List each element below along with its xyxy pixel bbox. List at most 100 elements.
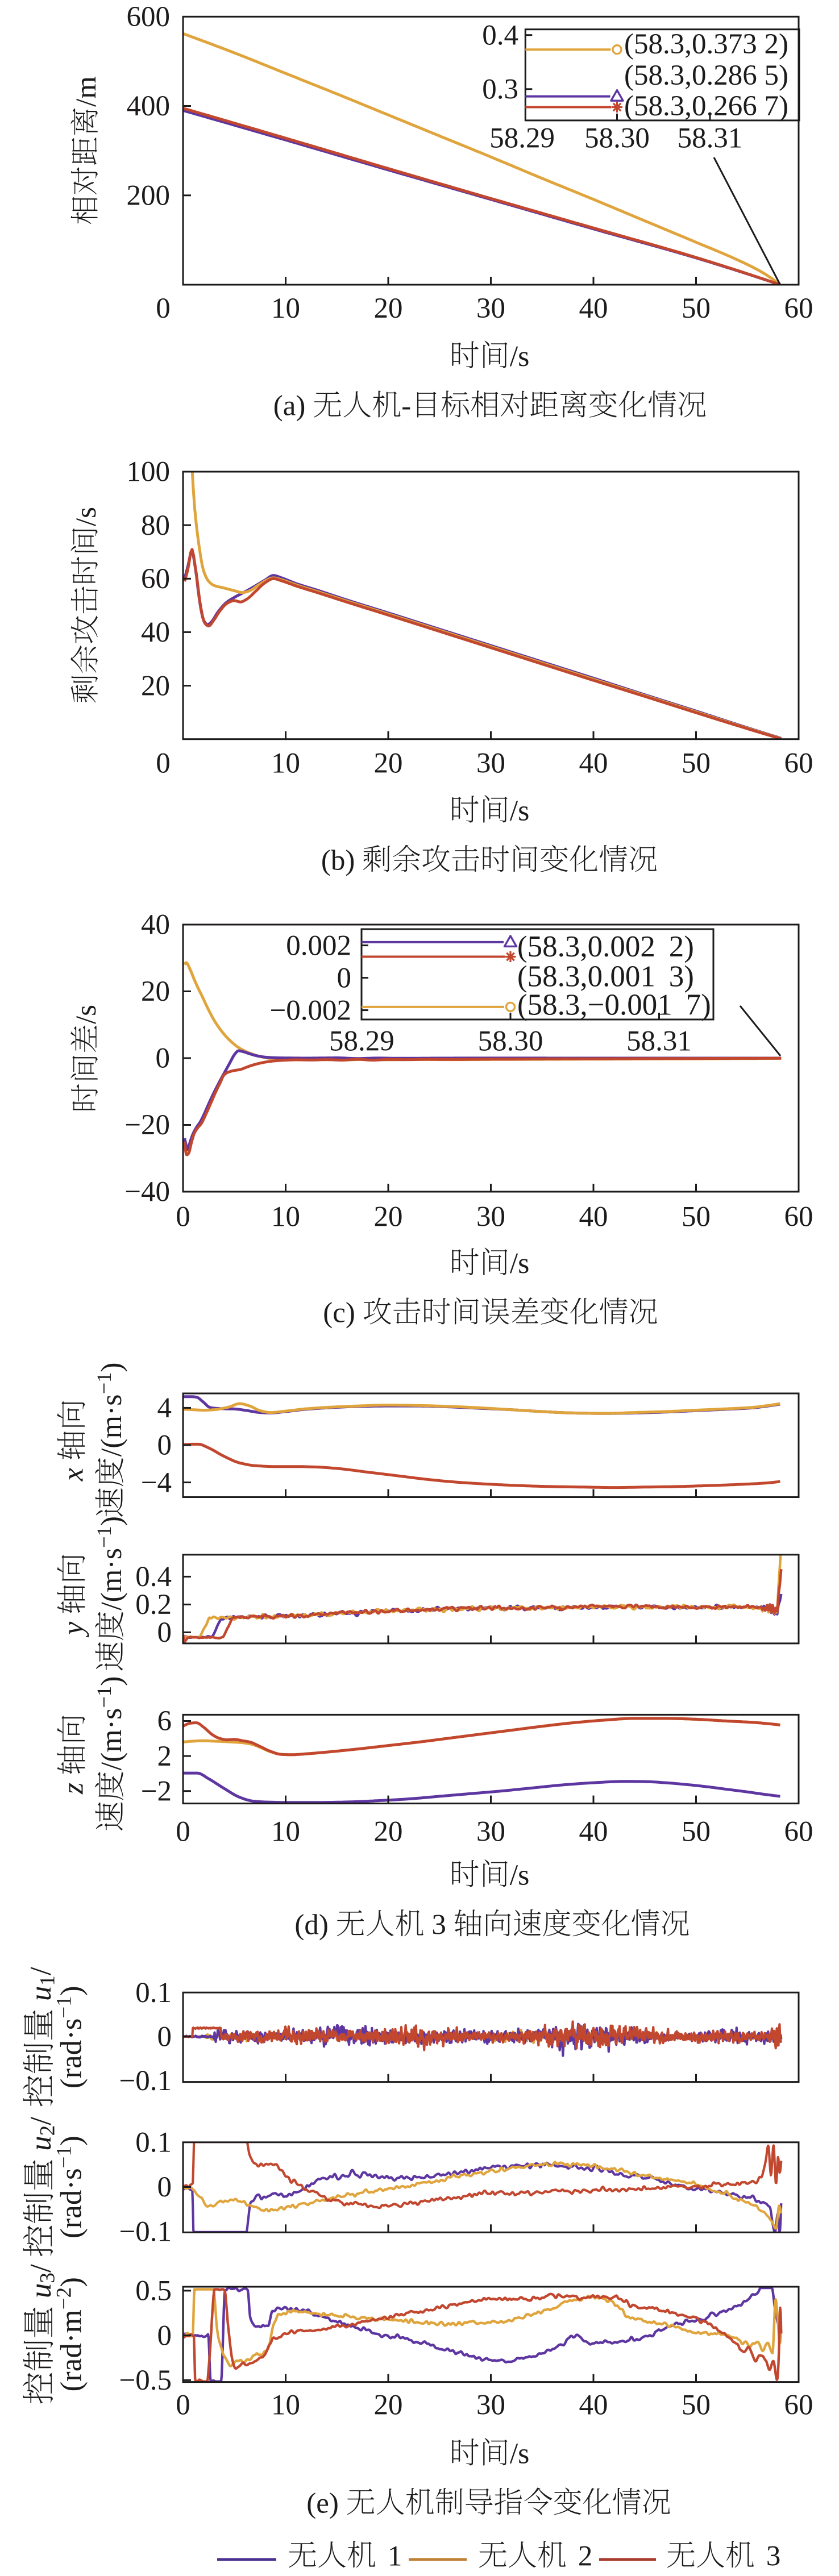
svg-text:40: 40 bbox=[579, 748, 608, 780]
svg-text:0: 0 bbox=[176, 2390, 190, 2421]
svg-text:/s: /s bbox=[510, 340, 530, 373]
svg-text:(d): (d) bbox=[294, 1909, 328, 1941]
svg-text:3: 3 bbox=[36, 2273, 59, 2283]
svg-text:/s: /s bbox=[510, 2438, 530, 2470]
svg-text:−20: −20 bbox=[124, 1109, 170, 1141]
svg-text:0: 0 bbox=[157, 2320, 172, 2352]
svg-text:−0.002: −0.002 bbox=[270, 994, 352, 1026]
svg-text:0.002: 0.002 bbox=[286, 930, 351, 962]
svg-text:40: 40 bbox=[579, 1816, 608, 1848]
svg-text:0: 0 bbox=[156, 748, 171, 780]
svg-text:58.31: 58.31 bbox=[626, 1026, 692, 1058]
svg-text:600: 600 bbox=[127, 1, 171, 33]
svg-text:u: u bbox=[24, 1986, 57, 2001]
svg-text:0: 0 bbox=[157, 2171, 172, 2203]
svg-text:2: 2 bbox=[578, 2540, 593, 2572]
svg-text:-: - bbox=[401, 390, 411, 422]
svg-text:−2: −2 bbox=[141, 1775, 172, 1807]
svg-text:60: 60 bbox=[784, 748, 813, 780]
svg-text:20: 20 bbox=[374, 1201, 403, 1233]
svg-text:400: 400 bbox=[127, 90, 171, 122]
svg-text:·: · bbox=[55, 2180, 88, 2190]
svg-text:5): 5) bbox=[765, 60, 788, 91]
svg-text:s: s bbox=[95, 1394, 128, 1405]
svg-text:/(m: /(m bbox=[95, 1729, 128, 1770]
svg-text:50: 50 bbox=[682, 1816, 711, 1848]
svg-text:0.4: 0.4 bbox=[135, 1561, 172, 1593]
svg-text:50: 50 bbox=[682, 1201, 711, 1233]
svg-text:10: 10 bbox=[271, 748, 300, 780]
svg-text:−0.5: −0.5 bbox=[119, 2365, 172, 2396]
svg-text:0: 0 bbox=[176, 1816, 190, 1848]
svg-text:z: z bbox=[57, 1783, 89, 1795]
svg-text:·: · bbox=[55, 2030, 88, 2040]
svg-text:(58.3,0.002: (58.3,0.002 bbox=[517, 930, 655, 963]
svg-text:m: m bbox=[55, 2309, 88, 2333]
svg-text:): ) bbox=[55, 2136, 88, 2146]
svg-text:(b): (b) bbox=[321, 844, 355, 876]
svg-text:2): 2) bbox=[765, 28, 788, 60]
svg-text:y: y bbox=[57, 1621, 89, 1638]
svg-text:): ) bbox=[55, 1986, 88, 1996]
svg-text:0.5: 0.5 bbox=[135, 2275, 172, 2307]
svg-text:60: 60 bbox=[784, 1816, 813, 1848]
svg-text:60: 60 bbox=[784, 293, 813, 324]
svg-text:0: 0 bbox=[157, 1430, 172, 1462]
svg-text:(a): (a) bbox=[273, 390, 306, 422]
svg-text:−1: −1 bbox=[52, 2146, 76, 2168]
svg-text:50: 50 bbox=[682, 748, 711, 780]
svg-text:60: 60 bbox=[141, 563, 170, 595]
svg-text:0.1: 0.1 bbox=[135, 2127, 172, 2159]
svg-text:−1: −1 bbox=[93, 1526, 115, 1548]
svg-text:): ) bbox=[95, 1362, 128, 1372]
svg-text:80: 80 bbox=[141, 510, 170, 542]
svg-text:58.29: 58.29 bbox=[329, 1026, 394, 1058]
svg-text:0: 0 bbox=[157, 1617, 172, 1649]
svg-text:(58.3,0.001: (58.3,0.001 bbox=[517, 960, 655, 993]
svg-text:0: 0 bbox=[157, 2021, 172, 2053]
svg-text:−0.1: −0.1 bbox=[119, 2216, 172, 2248]
svg-text:40: 40 bbox=[579, 2390, 608, 2421]
svg-text:40: 40 bbox=[579, 293, 608, 324]
svg-text:/: / bbox=[24, 1967, 57, 1975]
svg-text:0.2: 0.2 bbox=[135, 1589, 172, 1621]
svg-text:/s: /s bbox=[510, 795, 530, 827]
svg-text:0: 0 bbox=[176, 1201, 190, 1233]
svg-text:(e): (e) bbox=[306, 2487, 339, 2519]
svg-text:20: 20 bbox=[374, 748, 403, 780]
svg-text:2: 2 bbox=[36, 2125, 59, 2136]
svg-text:3): 3) bbox=[669, 960, 694, 993]
svg-text:): ) bbox=[95, 1516, 128, 1526]
svg-text:20: 20 bbox=[374, 293, 403, 324]
svg-text:): ) bbox=[55, 2277, 88, 2287]
svg-text:·: · bbox=[95, 1720, 128, 1729]
svg-text:−0.1: −0.1 bbox=[119, 2065, 172, 2097]
svg-text:58.31: 58.31 bbox=[678, 123, 743, 155]
svg-text:7): 7) bbox=[686, 989, 711, 1022]
svg-text:): ) bbox=[95, 1676, 128, 1686]
svg-text:20: 20 bbox=[374, 1816, 403, 1848]
svg-text:30: 30 bbox=[476, 1201, 505, 1233]
svg-text:/: / bbox=[24, 2264, 57, 2273]
svg-text:2: 2 bbox=[157, 1741, 172, 1772]
svg-text:200: 200 bbox=[127, 180, 171, 212]
svg-text:/s: /s bbox=[510, 1859, 530, 1892]
svg-text:20: 20 bbox=[141, 976, 170, 1008]
svg-text:·: · bbox=[95, 1559, 128, 1569]
svg-text:0: 0 bbox=[337, 962, 352, 994]
svg-text:/s: /s bbox=[70, 507, 102, 526]
svg-text:·: · bbox=[95, 1406, 128, 1416]
svg-text:(58.3,−0.001: (58.3,−0.001 bbox=[517, 989, 672, 1022]
svg-text:0: 0 bbox=[156, 293, 171, 324]
svg-text:50: 50 bbox=[682, 293, 711, 324]
svg-text:58.30: 58.30 bbox=[584, 123, 650, 155]
svg-text:/(m: /(m bbox=[95, 1416, 128, 1456]
svg-text:58.29: 58.29 bbox=[489, 123, 555, 155]
svg-text:10: 10 bbox=[271, 1201, 300, 1233]
svg-text:30: 30 bbox=[476, 1816, 505, 1848]
svg-text:0.1: 0.1 bbox=[135, 1977, 172, 2009]
svg-text:7): 7) bbox=[765, 90, 788, 122]
svg-text:−1: −1 bbox=[93, 1372, 115, 1395]
svg-text:4: 4 bbox=[157, 1392, 172, 1424]
svg-text:30: 30 bbox=[476, 293, 505, 324]
